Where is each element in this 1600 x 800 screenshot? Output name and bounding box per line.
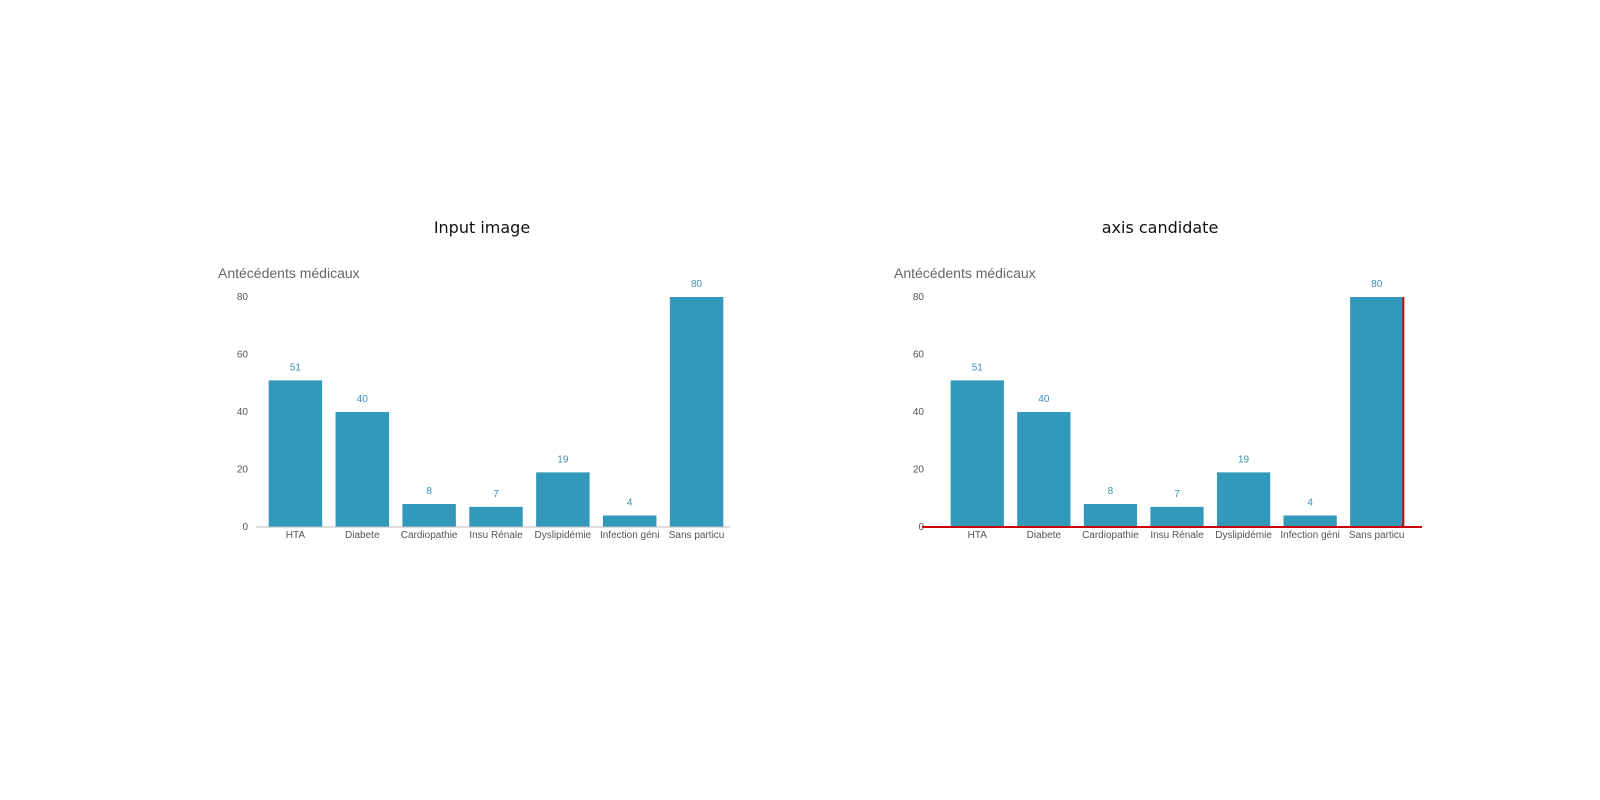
bar <box>1216 472 1271 527</box>
bar <box>1283 515 1337 527</box>
data-label: 80 <box>1371 279 1383 290</box>
data-label: 7 <box>493 489 499 500</box>
y-tick-label: 40 <box>913 407 925 418</box>
bar <box>950 380 1004 527</box>
bar <box>1017 412 1071 527</box>
panel-title-candidate: axis candidate <box>1101 218 1219 237</box>
data-label: 40 <box>357 394 369 405</box>
x-tick-label: HTA <box>286 530 306 541</box>
y-tick-label: 20 <box>913 465 925 476</box>
bar <box>536 472 590 527</box>
bar <box>402 504 456 527</box>
x-tick-label: Sans particu <box>669 530 725 541</box>
y-tick-label: 60 <box>237 350 249 361</box>
x-tick-label: Cardiopathie <box>401 530 458 541</box>
data-label: 40 <box>1038 394 1050 405</box>
y-tick-label: 0 <box>242 522 248 533</box>
bar <box>1150 506 1204 527</box>
y-tick-label: 40 <box>237 407 249 418</box>
x-tick-label: Dyslipidémie <box>535 530 592 541</box>
bar <box>469 506 523 527</box>
y-tick-label: 0 <box>918 522 924 533</box>
data-label: 80 <box>691 279 703 290</box>
y-tick-label: 60 <box>913 350 925 361</box>
bar <box>1350 297 1404 527</box>
x-tick-label: Diabete <box>1027 530 1062 541</box>
x-tick-label: Diabete <box>345 530 380 541</box>
data-label: 4 <box>627 498 633 509</box>
x-tick-label: Insu Rénale <box>1150 530 1204 541</box>
data-label: 51 <box>290 362 302 373</box>
x-tick-label: Sans particu <box>1349 530 1405 541</box>
data-label: 4 <box>1307 498 1313 509</box>
x-tick-label: Infection géni <box>1280 530 1340 541</box>
bar <box>602 515 657 527</box>
panel-title-input: Input image <box>433 218 531 237</box>
y-tick-label: 20 <box>237 465 249 476</box>
x-tick-label: Dyslipidémie <box>1215 530 1272 541</box>
data-label: 7 <box>1174 489 1180 500</box>
data-label: 19 <box>557 454 569 465</box>
chart-title: Antécédents médicaux <box>894 265 1036 281</box>
data-label: 8 <box>426 486 432 497</box>
y-tick-label: 80 <box>237 292 249 303</box>
x-tick-label: HTA <box>968 530 988 541</box>
data-label: 8 <box>1108 486 1114 497</box>
bar <box>268 380 323 527</box>
x-tick-label: Cardiopathie <box>1082 530 1139 541</box>
x-tick-label: Infection géni <box>600 530 660 541</box>
bar <box>669 297 724 527</box>
x-tick-label: Insu Rénale <box>469 530 523 541</box>
y-tick-label: 80 <box>913 292 925 303</box>
chart-title: Antécédents médicaux <box>218 265 360 281</box>
data-label: 19 <box>1238 454 1250 465</box>
bar <box>1083 504 1138 527</box>
data-label: 51 <box>972 362 984 373</box>
bar <box>335 412 390 527</box>
